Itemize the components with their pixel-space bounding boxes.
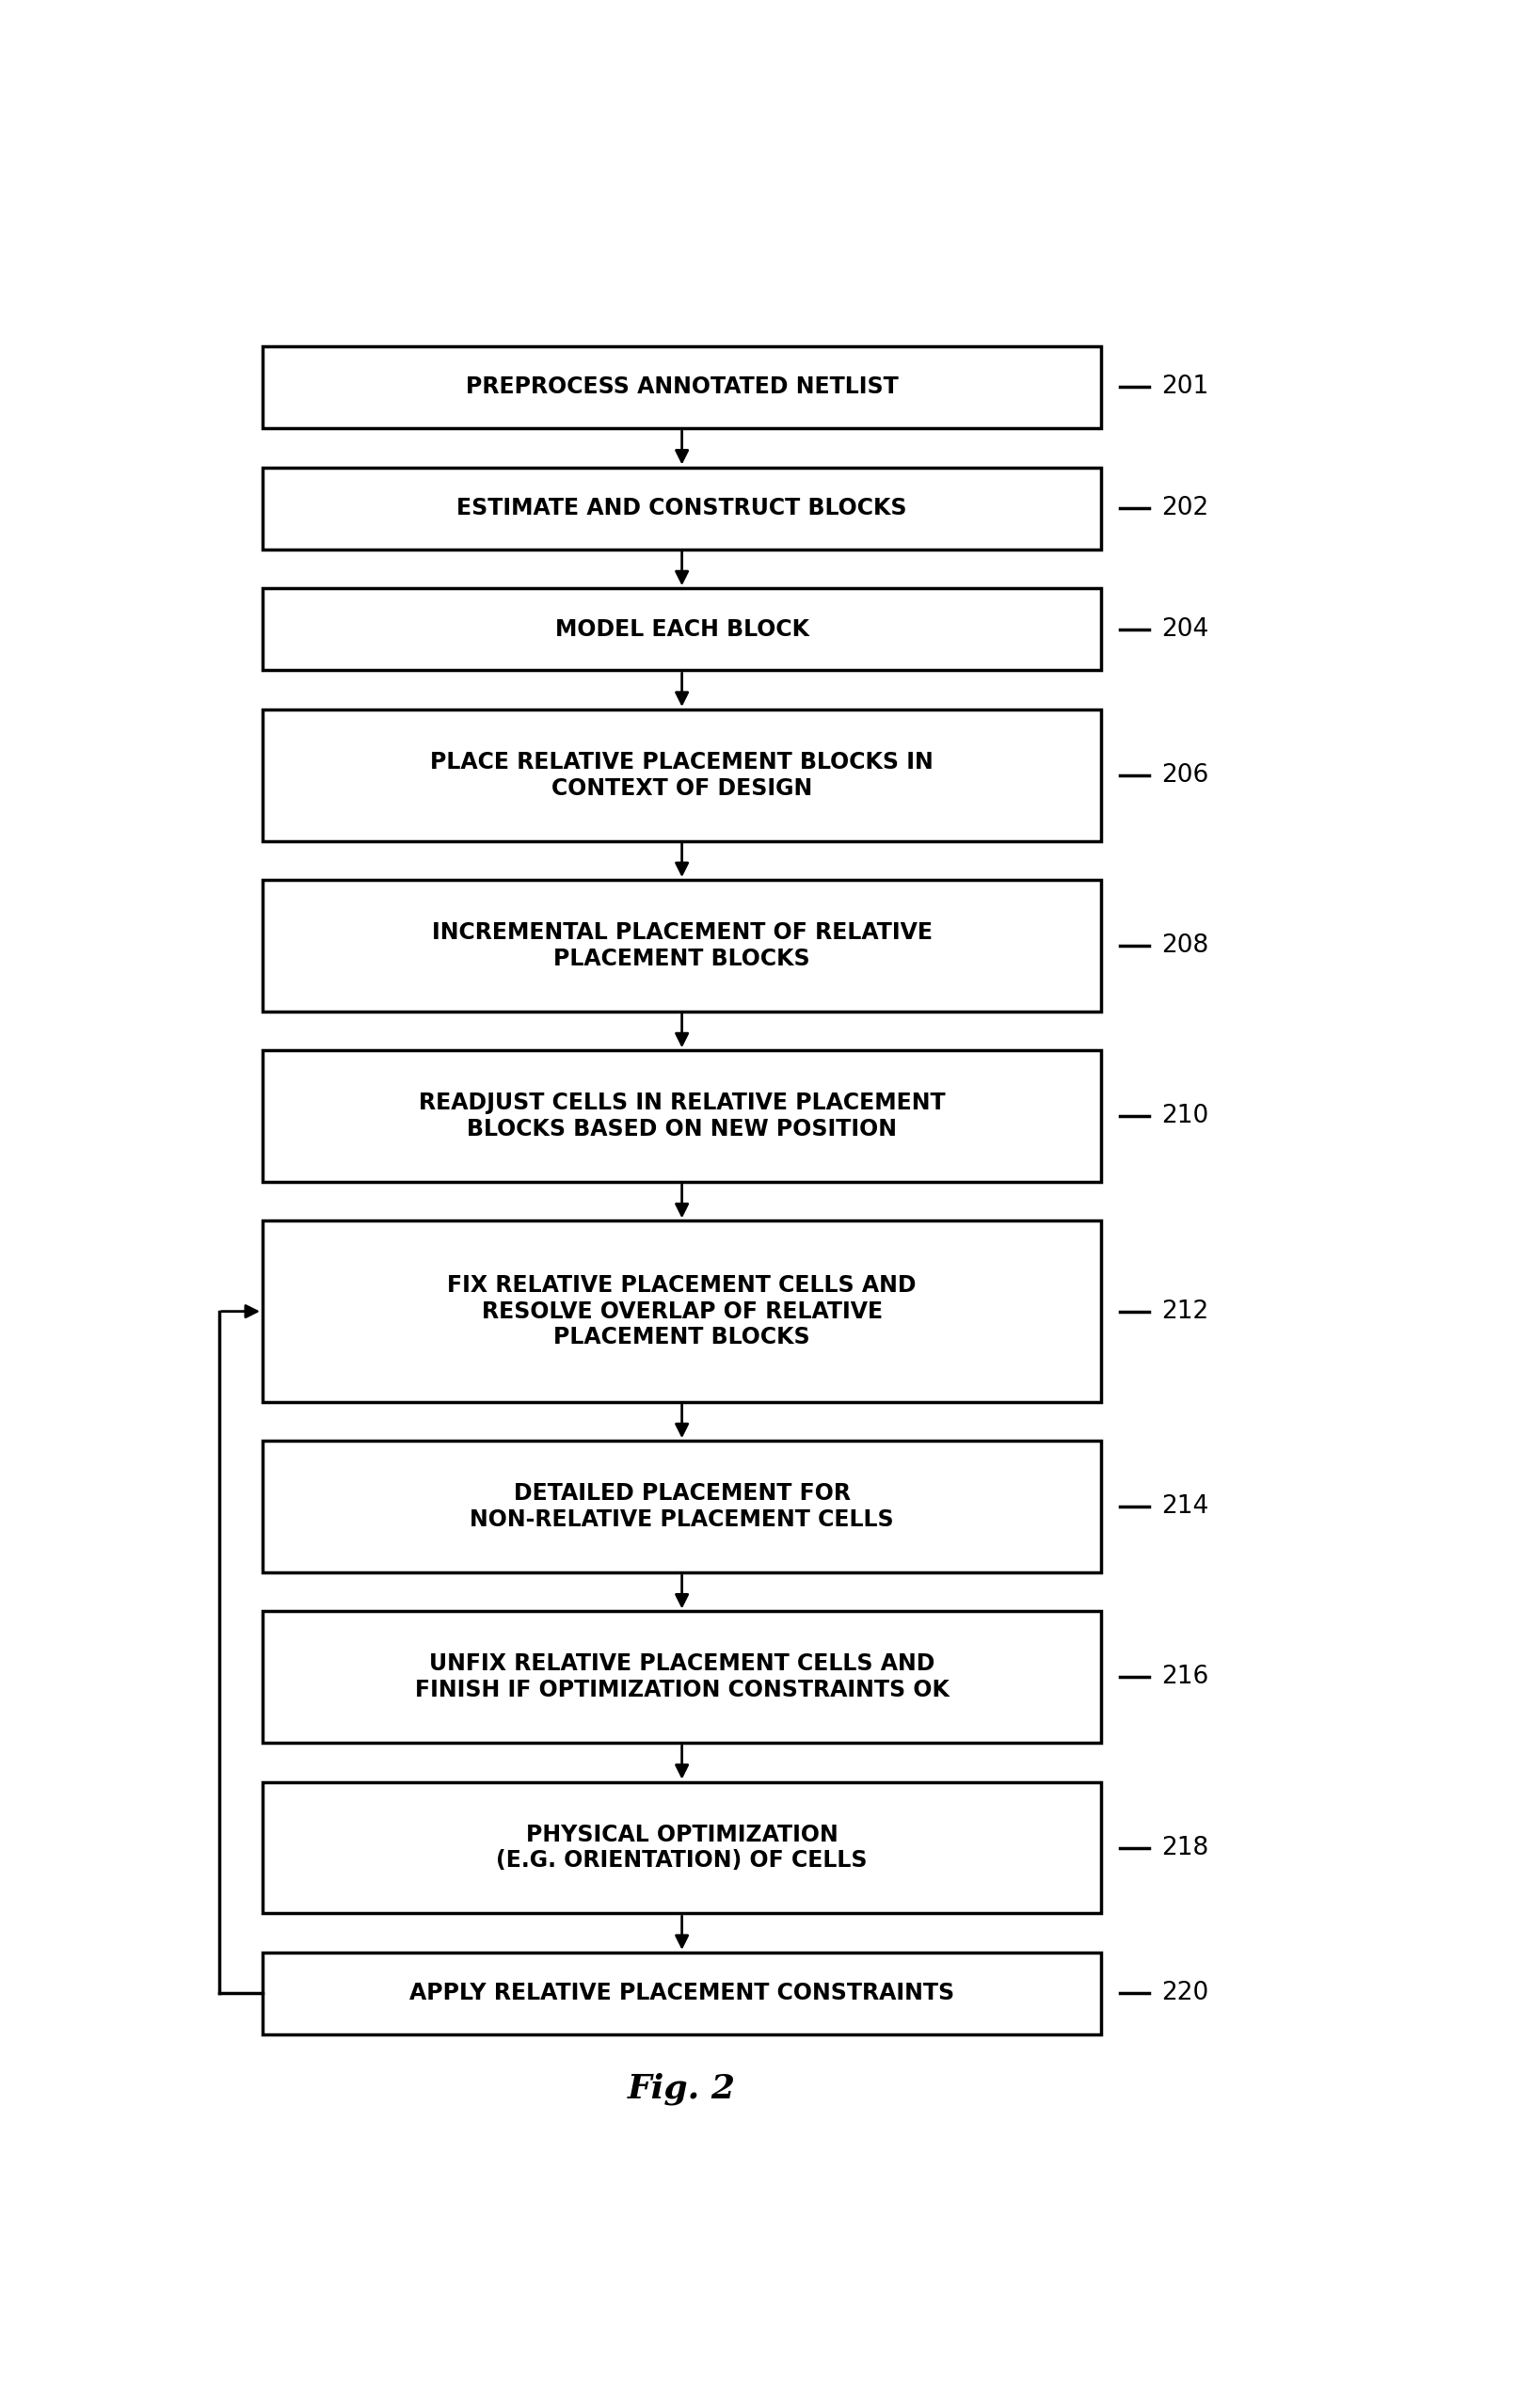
Text: MODEL EACH BLOCK: MODEL EACH BLOCK bbox=[555, 619, 809, 641]
Text: 201: 201 bbox=[1162, 376, 1209, 400]
Text: ESTIMATE AND CONSTRUCT BLOCKS: ESTIMATE AND CONSTRUCT BLOCKS bbox=[457, 496, 907, 520]
Bar bbox=[262, 1050, 1101, 1182]
Text: Fig. 2: Fig. 2 bbox=[628, 2073, 736, 2105]
Text: PREPROCESS ANNOTATED NETLIST: PREPROCESS ANNOTATED NETLIST bbox=[466, 376, 898, 397]
Bar bbox=[262, 1782, 1101, 1914]
Text: DETAILED PLACEMENT FOR
NON-RELATIVE PLACEMENT CELLS: DETAILED PLACEMENT FOR NON-RELATIVE PLAC… bbox=[470, 1483, 894, 1531]
Text: APPLY RELATIVE PLACEMENT CONSTRAINTS: APPLY RELATIVE PLACEMENT CONSTRAINTS bbox=[410, 1982, 954, 2006]
Text: 202: 202 bbox=[1162, 496, 1209, 520]
Bar bbox=[262, 467, 1101, 549]
Text: 208: 208 bbox=[1162, 934, 1209, 958]
Text: 206: 206 bbox=[1162, 763, 1209, 787]
Bar bbox=[262, 1440, 1101, 1572]
Bar bbox=[262, 1611, 1101, 1743]
Text: PHYSICAL OPTIMIZATION
(E.G. ORIENTATION) OF CELLS: PHYSICAL OPTIMIZATION (E.G. ORIENTATION)… bbox=[496, 1823, 868, 1871]
Text: 212: 212 bbox=[1162, 1300, 1209, 1324]
Bar bbox=[262, 1221, 1101, 1401]
Text: UNFIX RELATIVE PLACEMENT CELLS AND
FINISH IF OPTIMIZATION CONSTRAINTS OK: UNFIX RELATIVE PLACEMENT CELLS AND FINIS… bbox=[414, 1652, 950, 1702]
Text: INCREMENTAL PLACEMENT OF RELATIVE
PLACEMENT BLOCKS: INCREMENTAL PLACEMENT OF RELATIVE PLACEM… bbox=[432, 922, 933, 970]
Bar bbox=[262, 710, 1101, 840]
Text: 220: 220 bbox=[1162, 1982, 1209, 2006]
Bar bbox=[262, 879, 1101, 1011]
Bar bbox=[262, 1953, 1101, 2035]
Text: READJUST CELLS IN RELATIVE PLACEMENT
BLOCKS BASED ON NEW POSITION: READJUST CELLS IN RELATIVE PLACEMENT BLO… bbox=[419, 1091, 945, 1141]
Text: FIX RELATIVE PLACEMENT CELLS AND
RESOLVE OVERLAP OF RELATIVE
PLACEMENT BLOCKS: FIX RELATIVE PLACEMENT CELLS AND RESOLVE… bbox=[448, 1274, 916, 1348]
Bar bbox=[262, 588, 1101, 669]
Text: 218: 218 bbox=[1162, 1835, 1209, 1859]
Bar bbox=[262, 347, 1101, 429]
Text: PLACE RELATIVE PLACEMENT BLOCKS IN
CONTEXT OF DESIGN: PLACE RELATIVE PLACEMENT BLOCKS IN CONTE… bbox=[431, 751, 933, 799]
Text: 214: 214 bbox=[1162, 1495, 1209, 1519]
Text: 204: 204 bbox=[1162, 616, 1209, 641]
Text: 216: 216 bbox=[1162, 1664, 1209, 1690]
Text: 210: 210 bbox=[1162, 1103, 1209, 1129]
